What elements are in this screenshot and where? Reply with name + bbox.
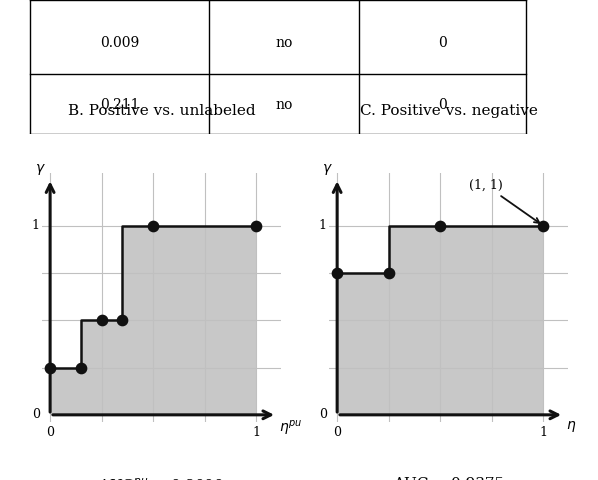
Text: no: no xyxy=(275,98,293,112)
Text: 0: 0 xyxy=(46,426,54,439)
Text: 0: 0 xyxy=(333,426,341,439)
Point xyxy=(117,316,127,324)
Point xyxy=(97,316,106,324)
Text: $\gamma$: $\gamma$ xyxy=(35,162,46,177)
Point xyxy=(45,364,55,372)
Text: 0: 0 xyxy=(438,36,447,50)
Text: 1: 1 xyxy=(319,219,327,232)
Text: no: no xyxy=(275,36,293,50)
Text: 0.009: 0.009 xyxy=(100,36,139,50)
Text: 0: 0 xyxy=(319,408,327,421)
Point xyxy=(252,222,261,229)
Text: B. Positive vs. unlabeled: B. Positive vs. unlabeled xyxy=(68,104,255,118)
Polygon shape xyxy=(50,226,257,415)
Polygon shape xyxy=(337,226,544,415)
Text: $\gamma$: $\gamma$ xyxy=(322,162,333,177)
Text: 1: 1 xyxy=(252,426,260,439)
Text: 0: 0 xyxy=(32,408,40,421)
Text: AUC = 0.9375: AUC = 0.9375 xyxy=(393,477,504,480)
Text: 1: 1 xyxy=(32,219,40,232)
Text: (1, 1): (1, 1) xyxy=(469,179,539,223)
Point xyxy=(539,222,548,229)
Point xyxy=(77,364,86,372)
Point xyxy=(435,222,445,229)
Text: $\eta$: $\eta$ xyxy=(566,419,576,433)
Text: $\eta^{pu}$: $\eta^{pu}$ xyxy=(279,419,303,438)
Point xyxy=(384,269,393,277)
Text: AUC$^{pu}$ = 0.8000: AUC$^{pu}$ = 0.8000 xyxy=(99,477,224,480)
Point xyxy=(148,222,158,229)
Text: 0.211: 0.211 xyxy=(100,98,139,112)
Text: C. Positive vs. negative: C. Positive vs. negative xyxy=(359,104,538,118)
Point xyxy=(332,269,342,277)
Text: 1: 1 xyxy=(539,426,547,439)
Text: 0: 0 xyxy=(438,98,447,112)
